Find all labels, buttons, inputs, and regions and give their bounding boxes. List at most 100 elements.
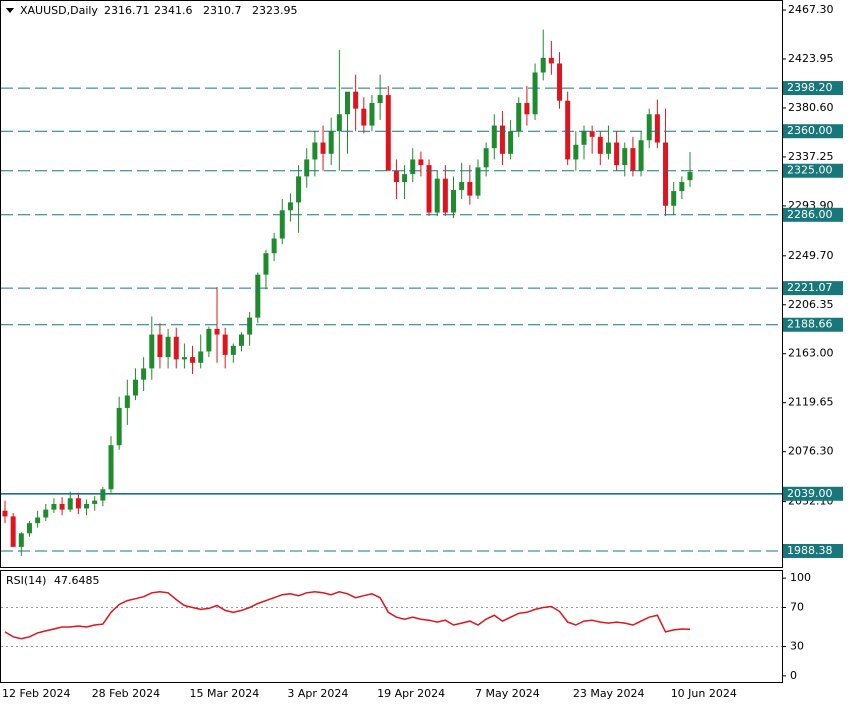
x-tick-label: 12 Feb 2024: [2, 687, 70, 700]
candle-body: [524, 102, 530, 115]
rsi-value: 47.6485: [54, 574, 100, 587]
candle-body: [630, 148, 636, 171]
candle-body: [287, 202, 293, 211]
symbol: XAUUSD,Daily: [20, 4, 98, 17]
level-tag-box: [783, 486, 843, 501]
y-tick-label: 100: [790, 571, 811, 584]
y-tick-label: 2467.30: [788, 3, 834, 16]
candle-body: [67, 498, 73, 510]
y-tick-label: 2249.70: [788, 249, 834, 262]
candle-body: [565, 100, 571, 160]
candle-body: [345, 91, 350, 115]
candle-body: [279, 210, 285, 239]
candle-body: [206, 328, 212, 352]
level-tag-label: 1988.38: [787, 544, 833, 557]
candle-body: [304, 159, 310, 177]
candle-body: [532, 72, 538, 115]
candle-body: [51, 503, 57, 510]
candle-body: [426, 165, 432, 213]
candle-body: [491, 125, 497, 149]
candle-body: [59, 503, 65, 510]
candle-body: [369, 102, 375, 126]
candle-body: [638, 140, 644, 171]
candle-body: [173, 336, 179, 360]
candle-body: [540, 57, 546, 73]
level-tag-label: 2398.20: [787, 81, 833, 94]
candle-body: [132, 379, 138, 396]
y-tick-label: 2076.30: [788, 445, 834, 458]
level-tag-label: 2039.00: [787, 487, 833, 500]
candle-body: [361, 108, 367, 126]
level-tag-label: 2325.00: [787, 164, 833, 177]
candle-body: [557, 63, 563, 101]
candle-body: [18, 533, 24, 547]
candle-body: [402, 174, 408, 183]
level-tag: 2360.00: [783, 124, 843, 139]
candle-body: [198, 351, 204, 363]
level-tag-box: [783, 317, 843, 332]
candle-body: [108, 445, 114, 490]
candle-body: [165, 336, 171, 358]
candle-body: [393, 170, 399, 183]
candle-body: [84, 503, 90, 509]
candle-body: [222, 334, 228, 355]
ohlc-open: 2316.71: [104, 4, 150, 17]
y-tick-label: 0: [790, 669, 797, 682]
level-tag-box: [783, 163, 843, 178]
candle-body: [442, 178, 448, 213]
candle-body: [328, 131, 334, 154]
candle-body: [124, 395, 130, 408]
candle-body: [238, 334, 244, 346]
candle-body: [654, 114, 660, 143]
level-tag: 2398.20: [783, 81, 843, 96]
rsi-name: RSI(14): [6, 574, 46, 587]
x-tick-label: 19 Apr 2024: [377, 687, 445, 700]
x-tick-label: 23 May 2024: [573, 687, 645, 700]
candle-body: [483, 148, 489, 168]
candle-body: [508, 131, 514, 154]
candle-body: [92, 500, 98, 504]
x-tick-label: 7 May 2024: [475, 687, 540, 700]
y-tick-label: 2206.35: [788, 298, 834, 311]
candle-body: [181, 357, 187, 360]
level-tag-box: [783, 543, 843, 558]
candle-body: [190, 357, 196, 363]
candle-body: [434, 178, 440, 213]
candle-body: [622, 148, 628, 166]
candle-body: [573, 144, 579, 160]
rsi-panel: [0, 570, 783, 683]
candle-body: [516, 102, 522, 132]
candle-body: [353, 91, 359, 109]
candle-body: [255, 274, 261, 318]
candle-body: [35, 517, 41, 524]
candle-body: [679, 182, 685, 192]
y-tick-label: 2119.65: [788, 396, 834, 409]
candle-body: [43, 509, 49, 518]
candle-body: [499, 125, 505, 154]
y-tick-label: 2337.25: [788, 150, 834, 163]
candle-body: [451, 189, 457, 213]
level-tag-label: 2286.00: [787, 208, 833, 221]
level-tag: 1988.38: [783, 543, 843, 558]
menu-arrow: [6, 8, 14, 13]
level-tag: 2325.00: [783, 163, 843, 178]
candle-body: [687, 171, 693, 181]
level-tag: 2221.07: [783, 281, 843, 296]
level-tag-label: 2221.07: [787, 281, 833, 294]
candle-body: [410, 159, 416, 175]
y-tick-label: 70: [790, 600, 804, 613]
rsi-line: [4, 591, 691, 640]
candle-body: [614, 142, 620, 166]
candle-body: [141, 368, 147, 380]
candle-body: [2, 510, 8, 517]
candle-body: [26, 523, 32, 534]
candle-body: [467, 182, 473, 196]
candle-body: [75, 498, 81, 509]
candle-body: [10, 516, 16, 547]
candle-body: [336, 114, 342, 132]
candle-body: [296, 176, 302, 203]
level-tag-box: [783, 281, 843, 296]
candle-body: [247, 317, 253, 335]
price-panel: [0, 0, 783, 568]
